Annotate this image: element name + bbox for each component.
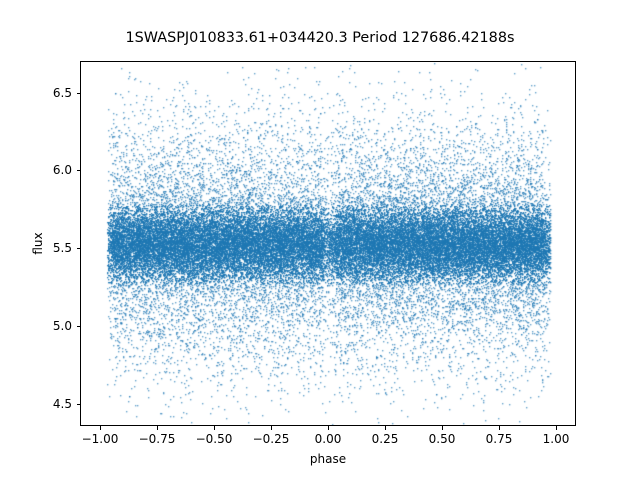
x-tick-label: 0.25 [371, 432, 399, 446]
x-axis-label: phase [309, 452, 347, 466]
y-tick-label: 6.5 [52, 86, 72, 100]
x-tick-mark [499, 426, 500, 430]
x-tick-mark [100, 426, 101, 430]
y-tick-mark [76, 248, 80, 249]
x-tick-label: −0.75 [138, 432, 176, 446]
y-tick-label: 6.0 [52, 163, 72, 177]
x-tick-label: 0.75 [485, 432, 513, 446]
x-tick-label: 0.50 [428, 432, 456, 446]
y-tick-label: 4.5 [52, 397, 72, 411]
x-tick-label: −0.50 [195, 432, 233, 446]
y-tick-label: 5.0 [52, 319, 72, 333]
x-tick-mark [442, 426, 443, 430]
x-tick-label: −0.25 [252, 432, 290, 446]
y-tick-label: 5.5 [52, 241, 72, 255]
y-axis-label: flux [31, 232, 45, 255]
x-tick-mark [271, 426, 272, 430]
y-tick-mark [76, 93, 80, 94]
x-tick-label: −1.00 [81, 432, 119, 446]
x-tick-label: 1.00 [542, 432, 570, 446]
y-tick-mark [76, 404, 80, 405]
plot-axes [80, 61, 576, 426]
x-tick-mark [556, 426, 557, 430]
x-tick-mark [157, 426, 158, 430]
x-tick-mark [214, 426, 215, 430]
scatter-plot-canvas [81, 62, 575, 425]
y-tick-mark [76, 170, 80, 171]
x-tick-mark [385, 426, 386, 430]
x-tick-label: 0.00 [314, 432, 342, 446]
y-tick-mark [76, 326, 80, 327]
page-title: 1SWASPJ010833.61+034420.3 Period 127686.… [125, 30, 515, 46]
x-tick-mark [328, 426, 329, 430]
